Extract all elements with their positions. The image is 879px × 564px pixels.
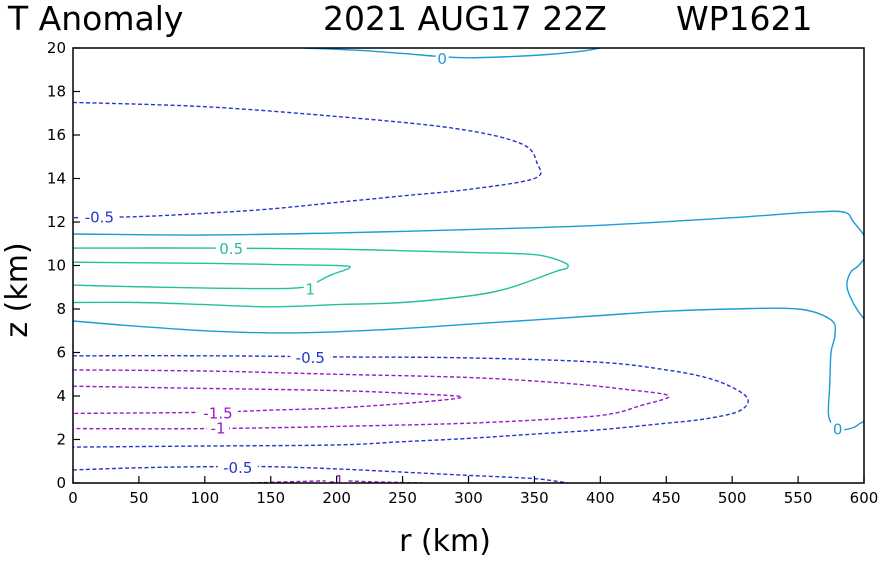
x-tick-label-12: 600	[850, 489, 879, 507]
x-tick-label-6: 300	[454, 489, 483, 507]
contour-label-bg-5	[79, 209, 120, 226]
chart-title-datetime: 2021 AUG17 22Z	[323, 0, 607, 38]
contour-line-2	[73, 307, 864, 431]
contour-line-4	[73, 261, 351, 290]
contour-label-2: 0	[833, 421, 843, 439]
y-tick-label-6: 12	[47, 213, 66, 231]
contour-label-bg-6	[290, 349, 331, 366]
contour-layer: 000.51-0.5-0.5-0.5-1-1-1.5	[73, 48, 864, 483]
x-axis-label: r (km)	[399, 524, 491, 559]
y-tick-label-9: 18	[47, 83, 66, 101]
x-axis: 0 50 100 150 200 250 300 350 400 450 500 550 600	[68, 476, 878, 507]
contour-label-5: -0.5	[85, 209, 114, 227]
contour-label-bg-4	[303, 281, 317, 298]
contour-line-6	[73, 355, 749, 448]
contour-line-1	[73, 210, 864, 320]
contour-label-6: -0.5	[296, 349, 325, 367]
contour-line-10	[73, 385, 463, 415]
contour-line-0	[303, 48, 601, 59]
x-tick-label-9: 450	[652, 489, 681, 507]
contour-label-7: -0.5	[223, 459, 252, 477]
contour-label-8: -1	[211, 420, 226, 438]
contour-label-bg-3	[215, 241, 247, 258]
contour-label-bg-7	[217, 459, 258, 476]
contour-label-4: 1	[306, 280, 316, 298]
y-tick-label-4: 8	[56, 300, 66, 318]
contour-label-bg-8	[207, 420, 230, 437]
x-tick-label-5: 250	[388, 489, 417, 507]
contour-label-10: -1.5	[203, 404, 232, 422]
plot-frame	[72, 47, 865, 484]
x-tick-label-4: 200	[322, 489, 351, 507]
y-tick-label-8: 16	[47, 126, 66, 144]
y-tick-label-3: 6	[56, 344, 66, 362]
contour-label-bg-10	[198, 405, 239, 422]
x-tick-label-2: 100	[191, 489, 220, 507]
contour-label-3: 0.5	[219, 240, 243, 258]
x-tick-label-8: 400	[586, 489, 615, 507]
contour-line-7	[73, 465, 568, 483]
contour-label-bg-2	[831, 421, 845, 438]
chart-title-variable: T Anomaly	[7, 0, 183, 38]
contour-label-0: 0	[437, 50, 447, 68]
y-axis: 0 2 4 6 8 10 12 14 16 18 20	[47, 39, 80, 492]
x-tick-label-1: 50	[129, 489, 148, 507]
x-tick-label-10: 500	[718, 489, 747, 507]
contour-line-5	[73, 101, 542, 219]
y-tick-label-1: 2	[56, 431, 66, 449]
contour-label-bg-0	[435, 50, 449, 67]
contour-line-3	[73, 247, 569, 308]
x-tick-label-0: 0	[68, 489, 78, 507]
y-tick-label-5: 10	[47, 257, 66, 275]
chart-title-storm-id: WP1621	[676, 0, 813, 38]
contour-line-8	[73, 369, 670, 430]
y-tick-label-7: 14	[47, 170, 66, 188]
y-tick-label-0: 0	[56, 474, 66, 492]
y-tick-label-2: 4	[56, 387, 66, 405]
x-tick-label-11: 550	[784, 489, 813, 507]
y-axis-label: z (km)	[0, 242, 35, 337]
x-tick-label-3: 150	[256, 489, 285, 507]
x-tick-label-7: 350	[520, 489, 549, 507]
y-tick-label-10: 20	[47, 39, 66, 57]
